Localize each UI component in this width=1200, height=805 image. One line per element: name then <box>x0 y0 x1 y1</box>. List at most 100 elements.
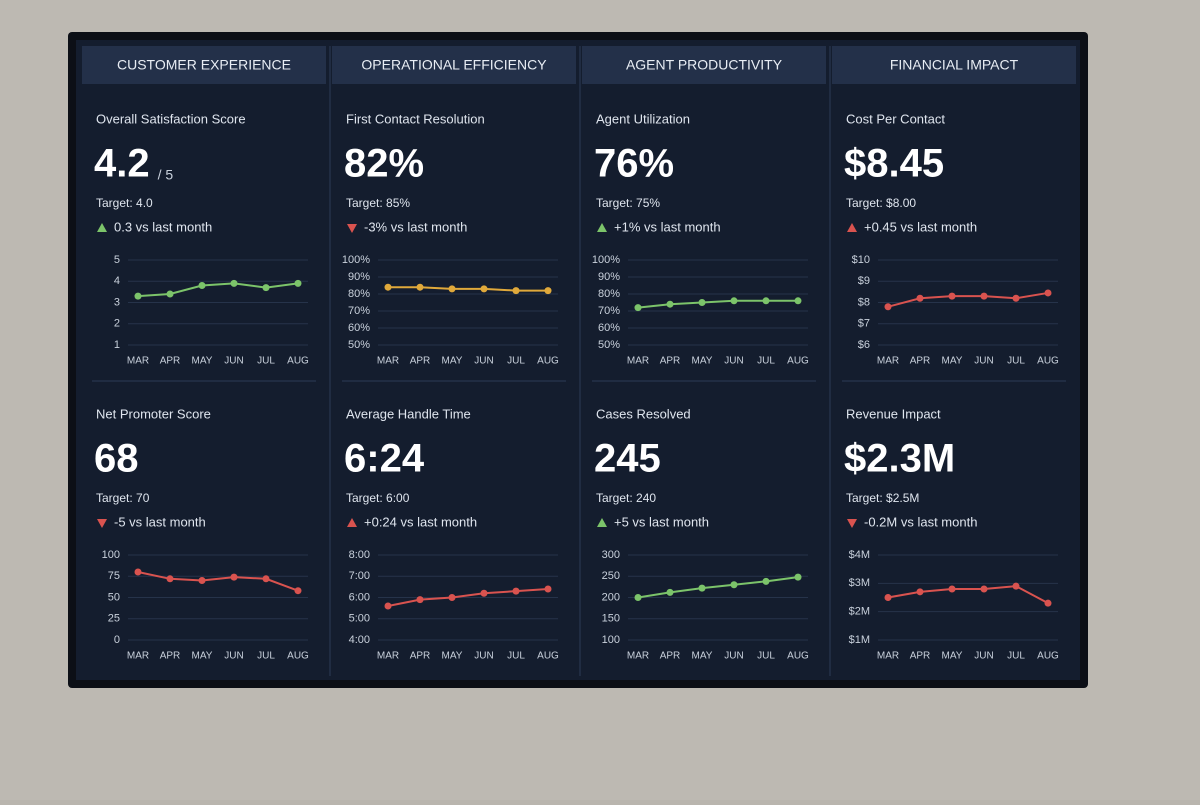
x-tick-label: MAY <box>692 651 713 662</box>
y-tick-label: 4 <box>114 275 120 287</box>
x-tick-label: JUL <box>757 356 775 367</box>
x-tick-label: APR <box>160 356 181 367</box>
x-tick-label: AUG <box>537 651 559 662</box>
y-tick-label: 70% <box>598 305 620 317</box>
trend-arrow <box>97 223 107 232</box>
trend-point <box>730 581 738 589</box>
x-tick-label: MAR <box>877 356 899 367</box>
trend-line <box>637 299 798 309</box>
column-title: AGENT PRODUCTIVITY <box>626 57 783 73</box>
trend-point <box>1044 289 1052 297</box>
kpi-delta: -0.2M vs last month <box>864 514 977 529</box>
trend-point <box>512 287 520 295</box>
trend-line <box>137 282 299 298</box>
trend-line <box>887 291 1049 308</box>
trend-point <box>230 573 238 581</box>
x-tick-label: MAR <box>627 356 649 367</box>
kpi-label: Net Promoter Score <box>96 406 211 421</box>
x-tick-label: MAR <box>377 651 399 662</box>
column-header-bg <box>332 46 576 84</box>
y-tick-label: 3 <box>114 296 120 308</box>
trend-point <box>634 594 642 601</box>
y-tick-label: 8:00 <box>349 549 370 561</box>
y-tick-label: 90% <box>598 271 620 283</box>
y-tick-label: 50% <box>598 339 620 351</box>
x-tick-label: AUG <box>787 651 809 662</box>
x-tick-label: JUL <box>1007 651 1025 662</box>
y-tick-label: 300 <box>602 549 620 561</box>
kpi-value: 6:24 <box>344 437 425 481</box>
trend-arrow <box>347 518 357 527</box>
trend-point <box>480 285 488 293</box>
trend-line <box>637 576 799 599</box>
y-tick-label: 50% <box>348 339 370 351</box>
column-title: OPERATIONAL EFFICIENCY <box>361 57 547 73</box>
x-tick-label: JUN <box>974 651 993 662</box>
kpi-value: 68 <box>94 437 139 481</box>
x-tick-label: APR <box>160 651 181 662</box>
kpi-target: Target: $2.5M <box>846 491 919 505</box>
trend-point <box>416 283 424 291</box>
y-tick-label: 70% <box>348 305 370 317</box>
kpi-label: Revenue Impact <box>846 406 941 421</box>
x-tick-label: MAR <box>127 651 149 662</box>
y-tick-label: $9 <box>858 275 870 287</box>
y-tick-label: $4M <box>849 549 870 561</box>
trend-arrow <box>597 223 607 232</box>
x-tick-label: JUL <box>757 651 775 662</box>
y-tick-label: $1M <box>849 634 870 646</box>
trend-point <box>294 587 302 595</box>
column-header-bg <box>832 46 1076 84</box>
trend-line <box>887 585 1049 605</box>
trend-line <box>137 571 299 592</box>
trend-point <box>198 577 206 584</box>
trend-point <box>384 283 392 291</box>
y-tick-label: 200 <box>602 591 620 603</box>
x-tick-label: JUN <box>224 651 243 662</box>
trend-point <box>294 279 302 287</box>
y-tick-label: 25 <box>108 613 120 625</box>
trend-line <box>388 286 548 292</box>
y-tick-label: 100% <box>592 254 620 266</box>
trend-point <box>916 588 924 596</box>
y-tick-label: $7 <box>858 318 870 330</box>
trend-point <box>980 292 988 300</box>
column-header-bg <box>82 46 326 84</box>
x-tick-label: AUG <box>287 651 309 662</box>
x-tick-label: APR <box>910 356 931 367</box>
trend-point <box>698 299 706 306</box>
x-tick-label: APR <box>410 651 431 662</box>
x-tick-label: JUL <box>507 651 525 662</box>
trend-arrow <box>847 519 857 528</box>
trend-arrow <box>347 224 357 233</box>
trend-point <box>1044 599 1052 607</box>
trend-point <box>762 577 770 585</box>
kpi-delta: 0.3 vs last month <box>114 219 212 234</box>
trend-point <box>884 303 892 311</box>
y-tick-label: $10 <box>852 254 870 266</box>
x-tick-label: MAY <box>442 356 463 367</box>
column-title: FINANCIAL IMPACT <box>890 57 1019 73</box>
kpi-label: Cost Per Contact <box>846 111 945 126</box>
y-tick-label: $2M <box>849 606 870 618</box>
kpi-label: First Contact Resolution <box>346 111 485 126</box>
y-tick-label: 50 <box>108 591 120 603</box>
x-tick-label: APR <box>410 356 431 367</box>
y-tick-label: 2 <box>114 318 120 330</box>
trend-point <box>262 575 270 583</box>
x-tick-label: MAY <box>942 356 963 367</box>
trend-point <box>666 588 674 596</box>
y-tick-label: 100% <box>342 254 370 266</box>
trend-point <box>134 292 142 300</box>
x-tick-label: JUN <box>974 356 993 367</box>
y-tick-label: 60% <box>598 322 620 334</box>
trend-point <box>1012 294 1020 302</box>
x-tick-label: MAY <box>442 651 463 662</box>
trend-point <box>948 585 956 593</box>
trend-point <box>544 585 552 593</box>
kpi-delta: +1% vs last month <box>614 219 721 234</box>
kpi-value: 82% <box>344 142 424 186</box>
trend-point <box>794 297 802 305</box>
kpi-target: Target: 240 <box>596 491 656 505</box>
x-tick-label: JUL <box>1007 356 1025 367</box>
